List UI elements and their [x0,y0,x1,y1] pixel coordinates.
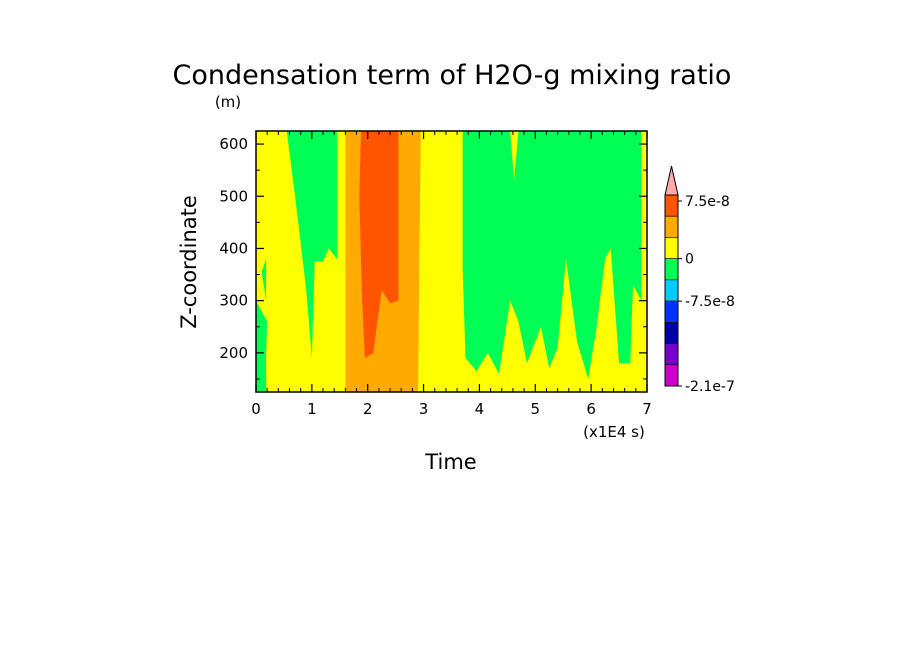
contour-region-3 [286,131,337,359]
chart-title: Condensation term of H2O-g mixing ratio [173,60,732,91]
colorbar-frame [664,194,679,387]
x-tick-label: 0 [251,400,261,418]
x-tick-label: 6 [586,400,596,418]
x-tick-label: 5 [531,400,541,418]
x-tick-label: 7 [642,400,652,418]
colorbar-overflow-triangle [664,165,679,196]
x-tick-label: 3 [419,400,429,418]
contour-region-2 [261,258,267,301]
x-tick-label: 1 [307,400,317,418]
colorbar-band [664,279,679,302]
colorbar-band [664,364,679,387]
colorbar-band [664,343,679,366]
colorbar-band [664,215,679,238]
x-tick-label: 2 [363,400,373,418]
plot-area [256,131,647,392]
colorbar: 7.5e-8 0 -7.5e-8 -2.1e-7 [664,165,735,395]
plot-frame [255,130,648,393]
y-tick-label: 400 [219,239,248,257]
contour-region-6 [359,131,399,359]
colorbar-label: 7.5e-8 [685,194,730,210]
x-axis-label: Time [424,450,476,474]
y-axis-label: Z-coordinate [177,195,201,329]
colorbar-band [664,237,679,259]
x-unit-label: (x1E4 s) [583,423,645,441]
colorbar-label: -2.1e-7 [685,379,735,395]
axes: 0 1 2 3 4 5 6 7 200 300 400 500 600 [219,130,652,418]
contour-region-4 [462,131,642,379]
contour-region-1 [256,300,268,392]
y-unit-label: (m) [215,93,241,111]
colorbar-label: 0 [685,252,694,268]
colorbar-band [664,300,679,323]
colorbar-band [664,194,679,217]
x-tick-label: 4 [475,400,485,418]
y-tick-label: 200 [219,344,248,362]
colorbar-band [664,322,679,344]
colorbar-band [664,258,679,281]
y-tick-label: 500 [219,187,248,205]
y-tick-label: 300 [219,292,248,310]
y-tick-label: 600 [219,135,248,153]
colorbar-label: -7.5e-8 [685,294,735,310]
